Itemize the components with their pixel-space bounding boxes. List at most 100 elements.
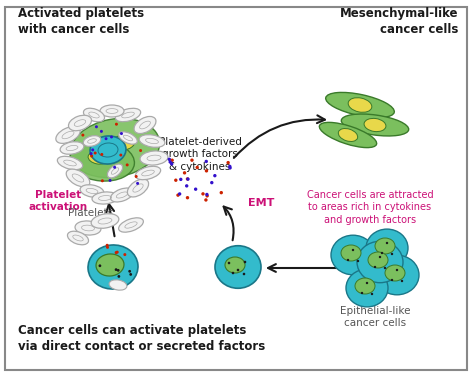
Circle shape [205, 194, 209, 198]
Circle shape [219, 191, 223, 194]
Ellipse shape [375, 255, 419, 295]
Circle shape [381, 252, 383, 254]
Circle shape [119, 154, 122, 157]
Ellipse shape [366, 229, 408, 267]
Circle shape [90, 152, 92, 155]
Text: Activated platelets
with cancer cells: Activated platelets with cancer cells [18, 7, 144, 36]
Circle shape [118, 275, 120, 278]
Circle shape [168, 158, 171, 161]
Circle shape [186, 177, 190, 181]
Ellipse shape [56, 127, 80, 143]
Circle shape [106, 244, 109, 247]
Circle shape [116, 251, 118, 254]
Circle shape [195, 166, 199, 169]
Circle shape [186, 196, 189, 200]
Circle shape [136, 182, 139, 185]
Text: Platelet
activation: Platelet activation [28, 190, 88, 212]
Circle shape [361, 292, 363, 294]
Circle shape [227, 161, 230, 164]
Ellipse shape [341, 114, 409, 136]
Ellipse shape [364, 118, 386, 132]
Circle shape [205, 160, 208, 163]
Circle shape [205, 169, 208, 172]
Ellipse shape [338, 129, 358, 141]
Ellipse shape [88, 152, 108, 164]
Circle shape [374, 266, 376, 268]
Ellipse shape [326, 92, 394, 118]
Circle shape [170, 162, 173, 166]
Circle shape [386, 242, 388, 244]
Circle shape [366, 282, 368, 284]
Ellipse shape [67, 231, 89, 245]
Circle shape [123, 253, 127, 256]
Circle shape [91, 148, 94, 152]
Text: Mesenchymal-like
cancer cells: Mesenchymal-like cancer cells [339, 7, 458, 36]
Circle shape [82, 134, 84, 136]
Circle shape [135, 175, 137, 178]
Ellipse shape [109, 135, 135, 151]
Circle shape [228, 166, 232, 170]
Circle shape [243, 273, 246, 275]
Circle shape [357, 260, 359, 262]
Ellipse shape [140, 151, 168, 165]
Circle shape [391, 253, 393, 255]
Circle shape [126, 164, 129, 166]
Circle shape [391, 279, 393, 281]
Ellipse shape [128, 179, 149, 197]
Circle shape [174, 178, 177, 182]
Circle shape [113, 166, 116, 169]
Text: Cancer cells are attracted
to areas rich in cytokines
and growth factors: Cancer cells are attracted to areas rich… [307, 190, 433, 225]
Ellipse shape [83, 136, 101, 146]
Circle shape [228, 165, 231, 168]
Circle shape [90, 154, 93, 158]
Circle shape [237, 269, 239, 271]
Circle shape [176, 194, 180, 197]
Circle shape [396, 269, 398, 271]
Ellipse shape [66, 169, 90, 187]
Circle shape [201, 192, 205, 196]
Circle shape [185, 184, 188, 188]
Ellipse shape [90, 136, 126, 164]
Circle shape [190, 159, 194, 162]
Circle shape [379, 256, 381, 258]
Text: Platelets: Platelets [68, 208, 113, 218]
Circle shape [110, 135, 113, 138]
Ellipse shape [118, 132, 137, 144]
Circle shape [106, 246, 109, 249]
Ellipse shape [80, 185, 104, 197]
Circle shape [120, 132, 123, 135]
Ellipse shape [346, 269, 388, 307]
Circle shape [204, 198, 208, 202]
Ellipse shape [341, 245, 361, 261]
Ellipse shape [60, 142, 84, 154]
Circle shape [205, 193, 209, 196]
Ellipse shape [118, 218, 144, 232]
Ellipse shape [139, 135, 165, 147]
Circle shape [115, 251, 118, 254]
Ellipse shape [357, 241, 403, 283]
Circle shape [232, 272, 234, 274]
Ellipse shape [108, 164, 123, 178]
Circle shape [352, 249, 354, 251]
Ellipse shape [319, 122, 377, 148]
Ellipse shape [225, 257, 245, 273]
Circle shape [371, 293, 373, 295]
Circle shape [401, 280, 403, 282]
Circle shape [115, 268, 118, 271]
Ellipse shape [109, 280, 127, 290]
Circle shape [115, 123, 118, 126]
Ellipse shape [71, 118, 160, 178]
Ellipse shape [96, 254, 124, 276]
Circle shape [100, 130, 103, 133]
Circle shape [99, 264, 101, 267]
Ellipse shape [75, 221, 101, 235]
Circle shape [128, 270, 131, 273]
Ellipse shape [355, 278, 375, 294]
Text: Epithelial-like
cancer cells: Epithelial-like cancer cells [340, 306, 410, 328]
Circle shape [347, 259, 349, 261]
Ellipse shape [92, 192, 118, 204]
Circle shape [178, 192, 182, 196]
Ellipse shape [70, 141, 135, 181]
Circle shape [95, 125, 98, 128]
Ellipse shape [57, 156, 82, 170]
